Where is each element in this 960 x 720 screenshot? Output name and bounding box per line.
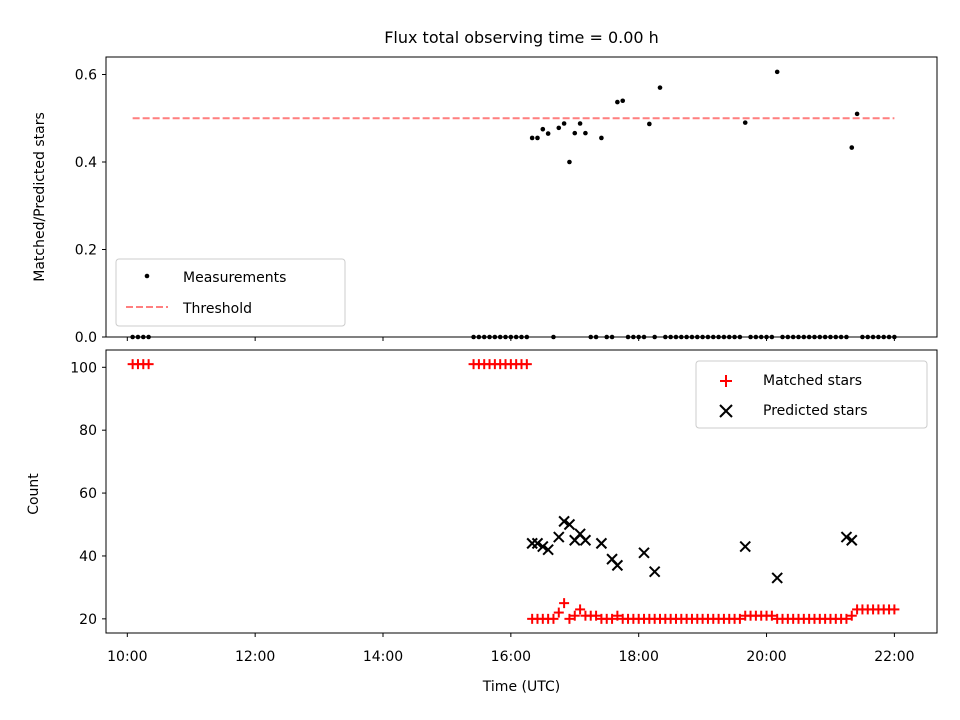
matched-star-point: [591, 610, 602, 621]
predicted-star-point: [638, 547, 650, 559]
predicted-star-point: [611, 559, 624, 572]
predicted-star-point: [846, 534, 858, 546]
predicted-star-point: [531, 537, 544, 550]
measurement-point: [535, 135, 540, 141]
measurement-point: [647, 121, 652, 127]
bottom-y-axis-label: Count: [26, 473, 42, 515]
matched-star-point: [841, 613, 852, 624]
x-tick-label: 10:00: [107, 649, 147, 665]
predicted-star-point: [579, 534, 592, 546]
matched-star-point: [612, 610, 623, 621]
bottom-x-axis: 10:00 12:00 14:00 16:00 18:00 20:00 22:00: [107, 633, 915, 665]
matched-star-point: [734, 613, 745, 624]
measurement-point: [620, 98, 626, 104]
x-tick-label: 12:00: [235, 649, 275, 665]
top-y-axis-label: Matched/Predicted stars: [32, 112, 48, 282]
top-x-ticks: [126, 337, 895, 341]
measurement-point: [854, 111, 860, 117]
matched-star-point: [143, 359, 154, 370]
top-y-tick-label: 0.6: [75, 68, 97, 84]
matched-star-point: [548, 613, 559, 624]
measurement-point: [529, 135, 535, 141]
bottom-y-tick-label: 20: [79, 612, 97, 628]
matched-star-point: [889, 604, 900, 615]
x-axis-label: Time (UTC): [482, 679, 560, 695]
measurement-point: [572, 130, 578, 136]
measurements-legend-marker: [144, 273, 150, 279]
measurement-point: [556, 125, 562, 131]
measurement-point: [583, 130, 588, 136]
bottom-y-tick-label: 100: [70, 360, 97, 376]
predicted-star-point: [595, 537, 608, 550]
matched-star-point: [575, 604, 586, 615]
x-tick-label: 20:00: [746, 649, 786, 665]
predicted-star-point: [840, 531, 853, 543]
legend-predicted-label: Predicted stars: [763, 403, 868, 419]
top-y-axis: 0.0 0.2 0.4 0.6: [75, 68, 106, 346]
measurement-point: [742, 120, 748, 125]
chart-title: Flux total observing time = 0.00 h: [384, 28, 659, 47]
matched-star-point: [846, 610, 857, 621]
measurement-point: [774, 69, 780, 75]
matched-star-point: [521, 359, 532, 370]
measurement-point: [567, 159, 572, 165]
top-axes-frame: [105, 56, 938, 338]
legend-threshold-label: Threshold: [182, 301, 252, 317]
predicted-star-point: [563, 518, 576, 531]
bottom-legend-box: [695, 360, 928, 429]
matched-star-point: [569, 610, 580, 621]
legend-matched-label: Matched stars: [763, 373, 862, 389]
bottom-axes-frame: [105, 349, 938, 634]
bottom-y-tick-label: 80: [79, 423, 97, 439]
measurement-point: [545, 131, 551, 136]
predicted-star-point: [553, 531, 565, 543]
bottom-plot-content: [127, 359, 900, 624]
legend-measurements-label: Measurements: [183, 270, 286, 286]
top-legend: Measurements Threshold: [115, 258, 346, 327]
predicted-star-point: [542, 543, 554, 556]
bottom-y-axis: 20 40 60 80 100: [70, 360, 106, 628]
measurement-point: [599, 135, 604, 141]
measurement-point: [657, 85, 663, 90]
top-legend-box: [115, 258, 346, 327]
matched-legend-marker: [720, 375, 732, 387]
matched-star-point: [766, 610, 777, 621]
bottom-y-tick-label: 40: [79, 549, 97, 565]
top-y-tick-label: 0.2: [75, 243, 97, 259]
matched-star-point: [607, 613, 618, 624]
predicted-star-point: [739, 540, 751, 553]
bottom-legend: Matched stars Predicted stars: [695, 360, 928, 429]
measurement-point: [540, 126, 546, 132]
measurement-point: [849, 145, 855, 150]
measurement-point: [615, 99, 620, 105]
measurement-point: [561, 121, 567, 126]
matched-star-point: [564, 613, 575, 624]
top-panel: 0.0 0.2 0.4 0.6 Matched/Predicted stars Mea…: [32, 56, 938, 346]
matched-star-point: [559, 598, 570, 609]
predicted-star-point: [771, 572, 783, 584]
x-tick-label: 16:00: [491, 649, 531, 665]
x-tick-label: 22:00: [874, 649, 914, 665]
predicted-star-point: [537, 540, 549, 553]
x-tick-label: 14:00: [363, 649, 403, 665]
predicted-star-point: [558, 515, 570, 528]
top-y-tick-label: 0.4: [75, 155, 97, 171]
x-tick-label: 18:00: [619, 649, 659, 665]
predicted-star-point: [648, 565, 661, 578]
bottom-y-tick-label: 60: [79, 486, 97, 502]
bottom-panel: 20 40 60 80 100 10:00 12:00 14:00 16:00 18:00 20:…: [26, 349, 938, 695]
top-y-tick-label: 0.0: [75, 330, 97, 346]
measurement-point: [577, 121, 583, 126]
predicted-legend-marker: [719, 404, 733, 418]
matched-star-point: [553, 607, 564, 618]
